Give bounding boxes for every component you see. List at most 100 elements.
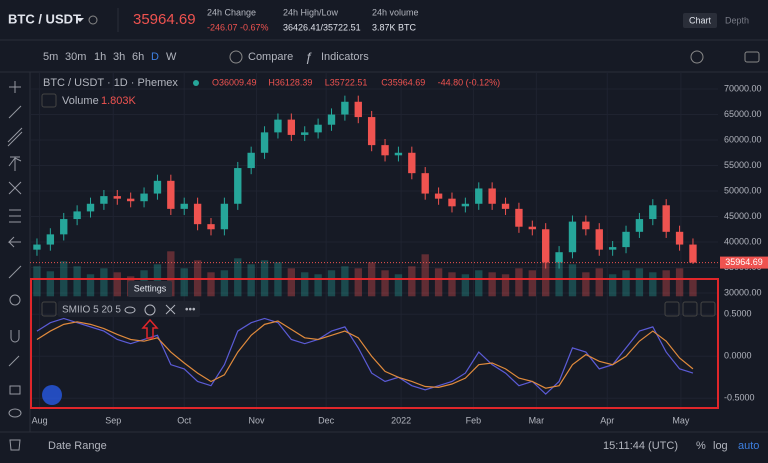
tab[interactable]: Depth	[725, 15, 749, 25]
volume-value: 1.803K	[101, 95, 137, 107]
candle-body	[649, 205, 657, 220]
x-tick-label: Sep	[105, 415, 121, 425]
volume-bar	[301, 272, 309, 297]
ohlc-value: H36128.39	[268, 77, 312, 87]
tool[interactable]	[7, 236, 21, 248]
chart-title: BTC / USDT · 1D · Phemex	[43, 77, 178, 89]
tool[interactable]	[9, 209, 21, 223]
candle-body	[341, 101, 349, 115]
indicator-line	[36, 317, 694, 395]
interval[interactable]: 30m	[65, 51, 86, 63]
tool[interactable]	[8, 181, 22, 195]
volume-bar	[394, 274, 403, 297]
collapse[interactable]	[41, 93, 57, 108]
candle-body	[555, 252, 563, 263]
legend-box	[58, 301, 200, 317]
candle-body	[301, 132, 309, 135]
volume-bar	[86, 274, 95, 297]
candle-body	[675, 231, 684, 245]
candle-body	[461, 203, 470, 207]
option[interactable]: %	[696, 440, 706, 452]
up-icon[interactable]	[664, 301, 680, 317]
camera-icon[interactable]	[744, 51, 760, 63]
close-icon[interactable]	[165, 304, 176, 315]
volume-bar	[408, 266, 416, 297]
candle-body	[662, 205, 670, 232]
candle-body	[33, 244, 41, 250]
interval[interactable]: 1h	[94, 51, 106, 63]
interval[interactable]: 3h	[113, 51, 125, 63]
tool[interactable]	[10, 330, 20, 343]
tool[interactable]	[7, 127, 23, 147]
volume-bar	[528, 270, 536, 297]
volume-bar	[153, 264, 162, 297]
collapse[interactable]	[41, 301, 57, 317]
candle-body	[153, 180, 162, 194]
maximize[interactable]	[700, 301, 716, 317]
volume-bar	[649, 272, 657, 297]
pair-caret[interactable]	[76, 18, 84, 22]
interval[interactable]: 6h	[132, 51, 144, 63]
candle-body	[528, 226, 536, 230]
ohlc-value: L35722.51	[325, 77, 368, 87]
compare[interactable]: Compare	[248, 51, 293, 63]
option[interactable]: log	[713, 440, 728, 452]
date-range[interactable]: Date Range	[48, 440, 107, 452]
tool[interactable]	[8, 355, 20, 367]
tool[interactable]	[9, 385, 21, 395]
fx-icon[interactable]: ƒ	[305, 49, 312, 64]
compare-icon[interactable]	[229, 50, 243, 64]
pair[interactable]: BTC / USDT	[8, 11, 81, 26]
tool[interactable]	[8, 105, 22, 119]
y-tick-label: 40000.00	[724, 236, 762, 246]
x-tick-label: 2022	[391, 415, 411, 425]
volume-bar	[461, 274, 470, 297]
tool[interactable]	[10, 156, 20, 171]
label: 24h Change	[207, 7, 256, 17]
eye-icon[interactable]	[124, 306, 136, 314]
y-tick-label: -0.5000	[724, 393, 755, 403]
volume-bar	[287, 268, 296, 297]
y-tick-label: 45000.00	[724, 211, 762, 221]
candle-body	[126, 198, 135, 202]
volume-bar	[542, 248, 550, 297]
x-tick-label: May	[672, 415, 690, 425]
tool[interactable]	[9, 294, 21, 306]
volume-bar	[568, 264, 577, 297]
volume-bar	[341, 266, 349, 297]
interval[interactable]: W	[166, 51, 177, 63]
more-icon[interactable]: •••	[185, 305, 196, 316]
volume-bar	[635, 268, 644, 297]
label: 24h volume	[372, 7, 419, 17]
settings-icon[interactable]	[144, 304, 156, 316]
tab-bg[interactable]	[683, 13, 717, 28]
volume-bar	[327, 270, 336, 297]
candle-body	[689, 244, 697, 263]
indicators[interactable]: Indicators	[321, 51, 369, 63]
candle-body	[568, 221, 577, 253]
tool[interactable]	[8, 265, 22, 279]
tool[interactable]	[9, 81, 21, 93]
tool[interactable]	[9, 439, 21, 451]
highlight-box	[30, 278, 719, 409]
volume-bar	[595, 268, 603, 297]
candle-body	[220, 203, 229, 230]
tab[interactable]: Chart	[689, 15, 712, 25]
close-pane[interactable]	[682, 301, 698, 317]
volume-bar	[207, 272, 215, 297]
interval[interactable]: 5m	[43, 51, 58, 63]
option[interactable]: auto	[738, 440, 759, 452]
volume-bar	[381, 270, 389, 297]
logo	[42, 385, 62, 405]
fav-icon[interactable]	[88, 15, 98, 25]
volume-bar	[608, 274, 617, 297]
x-tick-label: Apr	[600, 415, 614, 425]
volume-bar	[582, 272, 590, 297]
volume-bar	[421, 254, 429, 297]
tool[interactable]	[8, 408, 22, 418]
interval[interactable]: D	[151, 51, 159, 63]
volume-bar	[167, 251, 175, 297]
settings-icon[interactable]	[690, 50, 704, 64]
